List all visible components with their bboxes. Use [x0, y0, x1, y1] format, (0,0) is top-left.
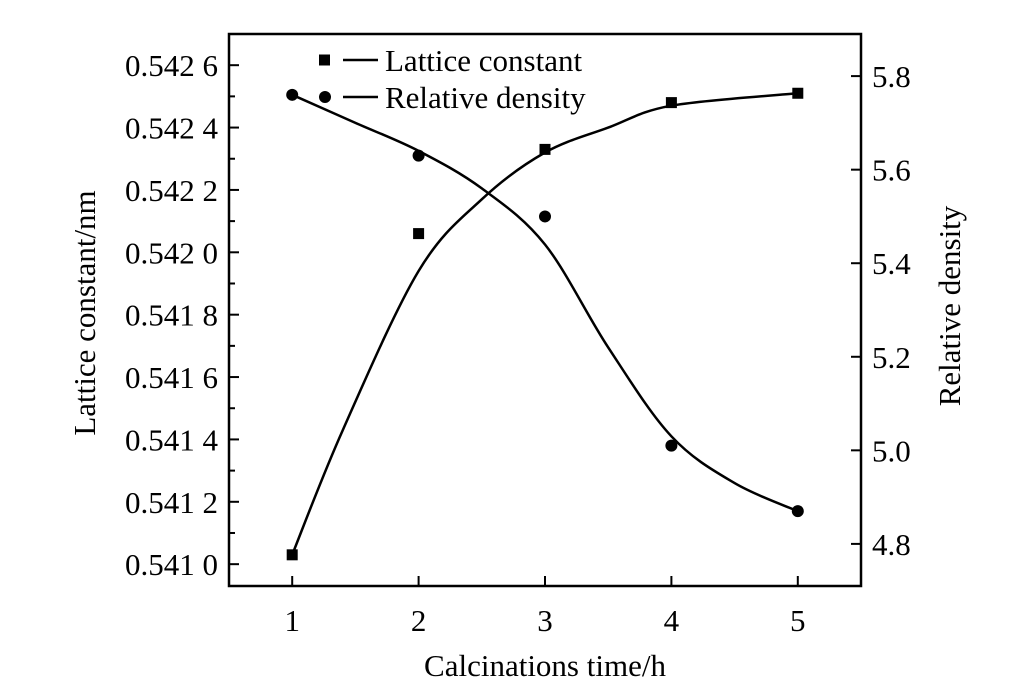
x-tick-label: 2: [411, 603, 427, 638]
legend-circle-marker: [319, 91, 331, 103]
y-tick-label: 0.541 4: [125, 422, 219, 457]
x-axis-ticks: 1 2 3 4 5: [284, 576, 806, 638]
lattice-constant-point: [286, 549, 298, 561]
fit-curves: [291, 92, 799, 556]
legend-square-marker: [319, 54, 330, 66]
y2-tick-label: 5.4: [872, 246, 911, 281]
x-tick-label: 5: [790, 603, 806, 638]
y2-tick-label: 4.8: [872, 527, 911, 562]
x-tick-label: 3: [537, 603, 553, 638]
y-tick-label: 0.541 8: [125, 298, 218, 333]
relative-density-point: [412, 149, 425, 162]
y-tick-label: 0.542 0: [125, 235, 218, 270]
lattice-constant-point: [792, 87, 804, 99]
plot-frame: [227, 32, 863, 588]
x-tick-label: 1: [284, 603, 300, 638]
y2-axis-ticks: 4.8 5.0 5.2 5.4 5.6 5.8: [851, 59, 911, 562]
legend-label: Lattice constant: [385, 43, 582, 78]
y-tick-label: 0.541 6: [125, 360, 218, 395]
relative-density-point: [665, 439, 678, 452]
legend-label: Relative density: [385, 80, 586, 115]
relative-density-point: [286, 88, 299, 101]
x-axis-title: Calcinations time/h: [424, 648, 666, 683]
y-tick-label: 0.541 0: [125, 547, 218, 582]
lattice-constant-point: [539, 143, 551, 155]
relative-density-curve: [291, 93, 799, 513]
lattice-constant-point: [413, 228, 425, 240]
x-tick-label: 4: [664, 603, 680, 638]
data-markers: [286, 87, 804, 561]
y2-tick-label: 5.8: [872, 59, 911, 94]
y-tick-label: 0.541 2: [125, 485, 218, 520]
relative-density-point: [791, 505, 804, 518]
y-tick-label: 0.542 6: [125, 48, 218, 83]
y2-axis-title: Relative density: [932, 205, 967, 406]
y2-tick-label: 5.0: [872, 433, 911, 468]
y-axis-title: Lattice constant/nm: [67, 190, 102, 435]
y-tick-label: 0.542 2: [125, 173, 218, 208]
y-axis-ticks: 0.541 0 0.541 2 0.541 4 0.541 6 0.541 8 0.542…: [125, 48, 239, 582]
y2-tick-label: 5.6: [872, 153, 911, 188]
lattice-constant-curve: [291, 92, 798, 556]
y-tick-label: 0.542 4: [125, 111, 219, 146]
y2-tick-label: 5.2: [872, 340, 911, 375]
lattice-constant-point: [665, 97, 677, 109]
relative-density-point: [539, 210, 551, 223]
